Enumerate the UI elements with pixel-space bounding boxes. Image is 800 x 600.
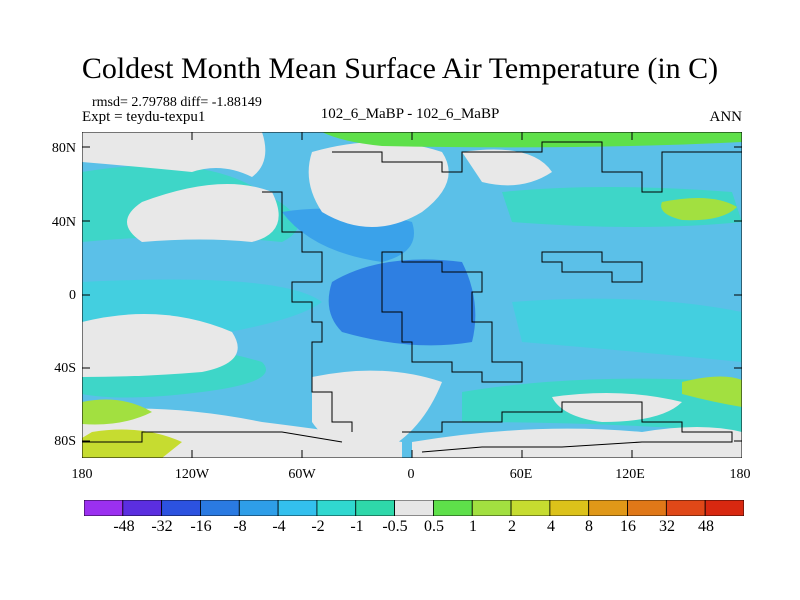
lon-label-180e: 180: [729, 467, 751, 482]
colorbar-swatch: [84, 500, 124, 516]
coastline-west: [262, 191, 353, 432]
map-title: Coldest Month Mean Surface Air Temperatu…: [81, 52, 719, 85]
lat-label-40s: 40S: [54, 361, 76, 376]
colorbar-label: 32: [659, 518, 675, 535]
experiment-label: Expt = teydu-texpu1: [82, 109, 206, 125]
colorbar-swatch: [355, 500, 395, 516]
colorbar-swatch: [665, 500, 706, 516]
colorbar-label: 1: [469, 518, 477, 535]
lat-label-40n: 40N: [51, 215, 76, 230]
coastline-central-continent: [381, 251, 523, 383]
south-pacific-landmass: [82, 314, 238, 377]
season-label: ANN: [709, 109, 743, 125]
south-east-landmass: [552, 393, 682, 422]
lat-label-80n: 80N: [51, 141, 76, 156]
lon-label-0: 0: [407, 467, 415, 482]
rmsd-stats: rmsd= 2.79788 diff= -1.88149: [92, 95, 262, 110]
colorbar-label: 16: [620, 518, 636, 535]
lon-label-60w: 60W: [288, 467, 316, 482]
colorbar-label: -1: [350, 518, 364, 535]
coastline-antarctic-west: [82, 431, 343, 443]
arctic-land-west: [82, 132, 266, 177]
lat-label-80s: 80S: [54, 434, 76, 449]
colorbar-label: -2: [311, 518, 325, 535]
colorbar-swatch: [161, 500, 201, 516]
warm-patch-far-south: [82, 429, 182, 458]
warm-patch-southwest: [82, 399, 152, 425]
colorbar-label: 8: [585, 518, 593, 535]
lon-label-180w: 180: [71, 467, 93, 482]
colorbar-swatch: [200, 500, 240, 516]
colorbar-label: -8: [233, 518, 247, 535]
coastline-south: [402, 401, 733, 453]
colorbar-swatch: [549, 500, 590, 516]
warm-patch-east: [661, 198, 737, 221]
coastline-north: [332, 141, 742, 193]
colorbar-label: -48: [113, 518, 135, 535]
lon-label-60e: 60E: [509, 467, 533, 482]
coastline-east-island: [541, 251, 643, 283]
colorbar-swatch: [588, 500, 628, 516]
lon-label-120e: 120E: [615, 467, 645, 482]
colorbar-swatch: [510, 500, 551, 516]
colorbar: [84, 500, 744, 516]
colorbar-label: -16: [190, 518, 212, 535]
north-america-landmass: [127, 184, 279, 242]
temperature-map: [82, 132, 742, 458]
colorbar-label: 2: [508, 518, 516, 535]
warm-patch-southeast: [682, 376, 742, 407]
colorbar-swatch: [394, 500, 434, 516]
colorbar-swatch: [433, 500, 473, 516]
northeast-land-patch: [462, 149, 552, 186]
east-tropical-band: [512, 298, 742, 362]
colorbar-swatch: [316, 500, 357, 516]
north-central-landmass: [308, 142, 449, 227]
arctic-warm-band: [322, 132, 742, 148]
colorbar-label: 0.5: [424, 518, 444, 535]
colorbar-swatch: [238, 500, 279, 516]
colorbar-label: 48: [698, 518, 714, 535]
lon-label-120w: 120W: [174, 467, 210, 482]
antarctic-land-east: [412, 427, 742, 458]
colorbar-label: -32: [151, 518, 173, 535]
colorbar-label: -0.5: [382, 518, 408, 535]
colorbar-swatch: [704, 500, 744, 516]
colorbar-swatch: [627, 500, 667, 516]
central-cold-region: [328, 259, 476, 346]
colorbar-label: 4: [547, 518, 555, 535]
colorbar-swatch: [122, 500, 163, 516]
colorbar-label: -4: [272, 518, 286, 535]
colorbar-swatch: [277, 500, 318, 516]
lat-label-0: 0: [69, 288, 76, 303]
colorbar-swatch: [471, 500, 512, 516]
axis-ticks: [82, 132, 742, 458]
comparison-label: 102_6_MaBP - 102_6_MaBP: [320, 106, 500, 122]
